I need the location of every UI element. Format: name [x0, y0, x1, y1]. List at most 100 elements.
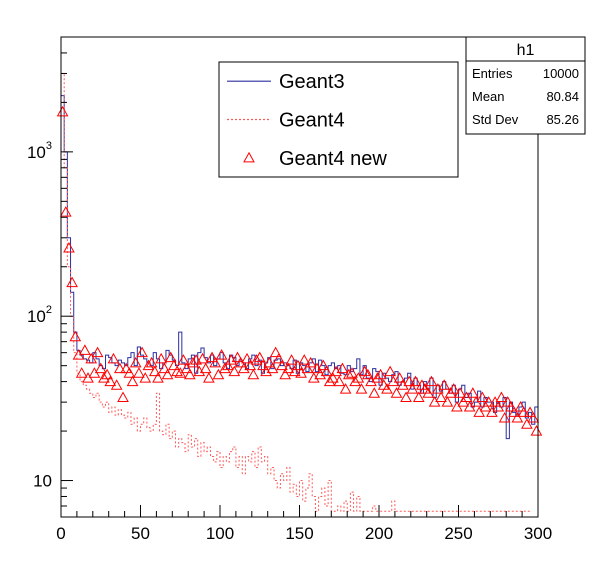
stats-value: 85.26 — [546, 112, 579, 127]
data-point — [371, 372, 384, 383]
data-point — [466, 387, 479, 398]
data-point — [276, 359, 288, 371]
data-point — [320, 365, 333, 377]
data-point — [228, 365, 241, 377]
legend-label: Geant3 — [279, 71, 345, 93]
data-point — [336, 362, 349, 374]
y-tick-label: 102 — [27, 304, 52, 326]
data-point — [129, 356, 142, 368]
data-point — [390, 387, 403, 398]
data-point — [66, 276, 78, 288]
data-point — [454, 387, 466, 398]
data-point — [288, 365, 301, 377]
data-point — [327, 372, 339, 383]
data-point — [250, 354, 263, 365]
y-tick-label: 103 — [27, 140, 52, 162]
data-point — [279, 368, 292, 380]
stats-label: Std Dev — [472, 112, 519, 127]
data-point — [508, 406, 520, 417]
x-tick-label: 100 — [206, 524, 234, 543]
x-tick-label: 50 — [131, 524, 150, 543]
data-point — [400, 391, 412, 403]
data-point — [209, 356, 222, 368]
data-point — [317, 359, 330, 371]
data-point — [139, 372, 152, 383]
data-point — [190, 354, 202, 365]
data-point — [425, 375, 438, 387]
data-point — [498, 412, 511, 423]
data-point — [438, 379, 451, 390]
stats-value: 80.84 — [546, 89, 579, 104]
series-line-geant4 — [61, 72, 532, 512]
data-point — [473, 406, 486, 417]
legend-swatch — [243, 151, 255, 163]
data-point — [120, 362, 133, 374]
data-point — [441, 396, 454, 407]
legend-entry: Geant3 — [227, 71, 345, 93]
data-point — [374, 368, 387, 380]
data-point — [180, 362, 193, 374]
x-tick-label: 200 — [365, 524, 393, 543]
x-tick-label: 0 — [56, 524, 65, 543]
data-point — [247, 368, 260, 380]
data-point — [187, 356, 199, 368]
data-point — [148, 365, 161, 377]
data-point — [333, 375, 346, 387]
data-point — [79, 344, 91, 355]
data-point — [387, 375, 400, 387]
data-point — [206, 351, 218, 363]
data-point — [282, 362, 295, 374]
data-point — [435, 391, 447, 403]
data-point — [403, 375, 416, 387]
data-point — [495, 391, 508, 403]
data-point — [362, 368, 374, 380]
data-point — [215, 349, 228, 360]
stats-frame — [465, 36, 586, 135]
stats-box: h1 Entries 10000 Mean 80.84 Std Dev 85.26 — [465, 36, 586, 135]
legend: Geant3 Geant4 Geant4 new — [218, 61, 459, 178]
data-point — [342, 368, 355, 380]
series-markers-geant4-new — [56, 105, 543, 436]
data-point — [349, 375, 361, 387]
stats-value: 10000 — [543, 66, 579, 81]
data-point — [524, 406, 536, 417]
data-point — [304, 356, 317, 368]
data-point — [244, 359, 257, 371]
data-point — [222, 359, 234, 371]
data-point — [339, 383, 352, 394]
data-point — [85, 352, 98, 364]
series-layer — [56, 72, 543, 512]
data-point — [368, 387, 381, 398]
data-point — [422, 387, 435, 398]
data-point — [75, 367, 88, 378]
data-point — [168, 359, 180, 371]
data-point — [412, 391, 425, 403]
data-point — [136, 346, 148, 358]
data-point — [56, 105, 69, 117]
data-point — [397, 379, 409, 390]
legend-entry: Geant4 new — [243, 148, 387, 170]
data-point — [155, 352, 168, 364]
data-point — [355, 383, 368, 394]
data-point — [91, 346, 104, 358]
data-point — [231, 351, 244, 363]
data-point — [384, 365, 396, 377]
data-point — [196, 352, 209, 364]
data-point — [183, 368, 196, 380]
legend-label: Geant4 — [279, 110, 345, 132]
data-point — [352, 372, 365, 383]
legend-label: Geant4 new — [279, 148, 387, 170]
data-point — [177, 354, 190, 365]
data-point — [158, 362, 171, 374]
data-point — [298, 354, 311, 365]
data-point — [218, 362, 231, 374]
data-point — [94, 362, 107, 374]
data-point — [171, 365, 183, 377]
data-point — [381, 383, 393, 394]
data-point — [133, 367, 145, 378]
data-point — [486, 406, 498, 417]
data-point — [117, 391, 129, 403]
stats-title: h1 — [517, 42, 535, 59]
data-point — [104, 375, 117, 387]
